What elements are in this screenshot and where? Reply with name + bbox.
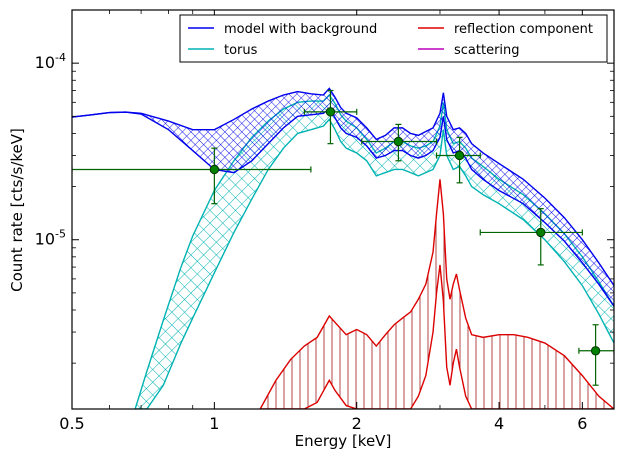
model-with-background-band [72,88,614,307]
plot-area [72,87,614,409]
y-tick-exponent: -4 [55,51,66,64]
reflection-component-band [260,179,614,409]
model-with-background-upper-line [72,87,614,286]
legend-box [179,14,608,63]
legend-label: model with background [224,22,377,37]
plot-frame [71,9,615,410]
data-point [479,208,583,266]
bands-layer [72,87,614,409]
legend-item-torus: torus [188,43,258,58]
x-tick-label: 6 [577,414,587,433]
data-point [578,324,614,386]
data-marker [209,164,220,175]
torus-band [135,95,614,409]
reflection-component-lower-line [260,264,614,409]
y-tick-label: 10-4 [35,51,66,72]
data-points-layer [72,89,614,386]
data-point [72,147,312,205]
y-axis-label: Count rate [cts/s/keV] [8,128,26,292]
data-marker [590,346,601,356]
x-axis-ticks: 0.5 1 2 4 6 [59,10,615,433]
y-tick-exponent: -5 [55,228,66,241]
legend-label: reflection component [454,22,593,37]
x-tick-label: 2 [352,414,362,433]
y-tick-base: 10 [35,53,55,72]
x-axis-label: Energy [keV] [295,432,392,450]
data-marker [325,107,336,117]
data-marker [536,227,546,238]
reflection-component-upper-line [259,179,614,409]
legend-item-scattering: scattering [418,43,520,58]
data-point [303,89,358,145]
legend-label: torus [224,43,258,58]
data-marker [393,136,404,147]
torus-lower-line [135,118,614,409]
x-tick-label: 1 [209,414,219,433]
legend-label: scattering [454,43,520,58]
legend-item-reflection-component: reflection component [418,22,593,37]
x-tick-label: 0.5 [59,414,84,433]
legend-item-model-with-background: model with background [188,22,377,37]
series-model-with-background [72,87,614,307]
y-axis-ticks: 10-510-4 [35,9,614,364]
y-tick-base: 10 [35,230,55,249]
x-tick-label: 4 [494,414,504,433]
y-tick-label: 10-5 [35,228,66,249]
legend: model with background torus reflection com… [179,14,608,63]
series-reflection-component [259,179,614,409]
data-point [435,136,481,184]
data-marker [454,150,465,161]
data-point [361,123,438,162]
